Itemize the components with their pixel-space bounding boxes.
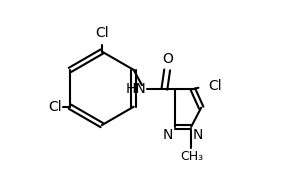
- Text: HN: HN: [125, 82, 146, 96]
- Text: N: N: [193, 128, 203, 142]
- Text: Cl: Cl: [95, 26, 109, 40]
- Text: Cl: Cl: [48, 100, 62, 114]
- Text: N: N: [162, 128, 173, 142]
- Text: CH₃: CH₃: [180, 150, 204, 163]
- Text: Cl: Cl: [208, 79, 222, 93]
- Text: O: O: [163, 52, 173, 66]
